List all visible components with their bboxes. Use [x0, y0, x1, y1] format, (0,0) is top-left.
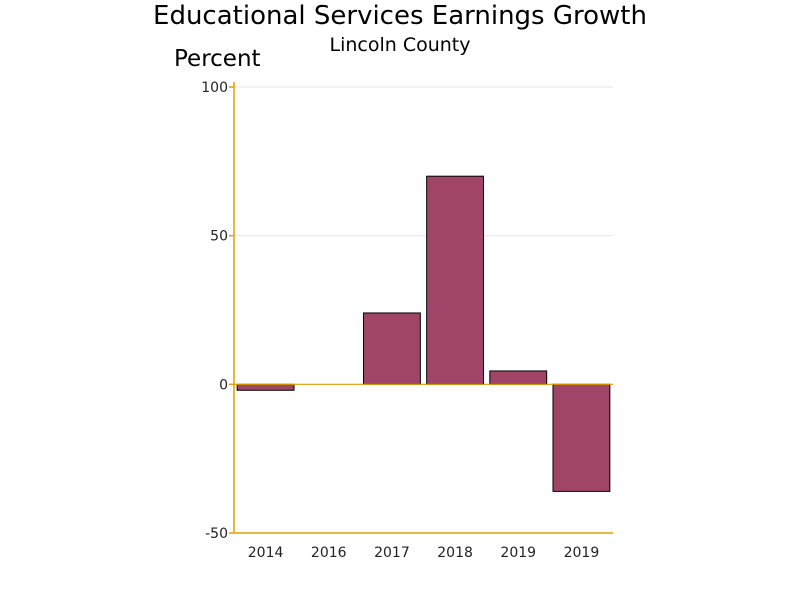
chart-subtitle: Lincoln County [329, 34, 471, 56]
bar [362, 312, 421, 385]
chart-title: Educational Services Earnings Growth [153, 1, 647, 31]
bar [552, 383, 611, 492]
y-tick-label: 0 [219, 377, 228, 393]
x-tick-label: 2018 [437, 545, 473, 561]
bar [489, 370, 548, 385]
x-tick-label: 2019 [500, 545, 536, 561]
x-tick-label: 2017 [374, 545, 410, 561]
y-tick-label: 100 [201, 80, 228, 96]
y-axis-label: Percent [174, 46, 261, 72]
x-tick-label: 2016 [311, 545, 347, 561]
x-tick-label: 2019 [564, 545, 600, 561]
x-tick-label: 2014 [248, 545, 284, 561]
y-tick-label: -50 [205, 526, 228, 542]
bar [426, 175, 485, 385]
bar [236, 383, 295, 391]
y-tick-label: 50 [210, 229, 228, 245]
